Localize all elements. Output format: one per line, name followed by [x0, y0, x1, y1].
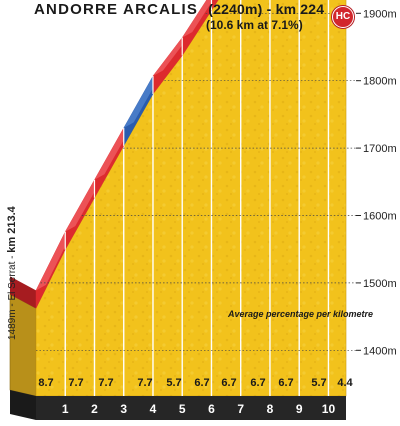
altitude-tick-label: 1400m	[363, 345, 397, 357]
km-tick-label: 1	[62, 402, 69, 416]
gradient-label: 6.7	[278, 377, 293, 389]
gradient-label: 6.7	[194, 377, 209, 389]
km-tick-label: 10	[322, 402, 336, 416]
altitude-tick-label: 1500m	[363, 278, 397, 290]
start-marker: 1489m - El Serrat - km 213.4	[6, 206, 18, 340]
band-side-edge	[10, 276, 36, 309]
average-percentage-note: Average percentage per kilometre	[228, 309, 374, 319]
gradient-label: 6.7	[221, 377, 236, 389]
altitude-axis: 1400m1500m1600m1700m1800m1900m2000m2100m…	[36, 8, 397, 357]
base-strip	[36, 396, 346, 420]
km-tick-label: 3	[120, 402, 127, 416]
start-km: km 213.4	[6, 206, 18, 253]
km-tick-label: 5	[179, 402, 186, 416]
gradient-label: 5.7	[311, 377, 326, 389]
gradient-label: 7.7	[68, 377, 83, 389]
start-place: El Serrat	[7, 261, 18, 301]
km-tick-label: 9	[296, 402, 303, 416]
gradient-label: 6.7	[250, 377, 265, 389]
start-altitude: 1489m	[7, 309, 18, 340]
gradient-label: 7.7	[98, 377, 113, 389]
base-side	[10, 390, 36, 420]
km-tick-label: 7	[237, 402, 244, 416]
gradient-label: 7.7	[137, 377, 152, 389]
altitude-tick-label: 1700m	[363, 143, 397, 155]
gradient-label: 5.7	[166, 377, 181, 389]
gradient-band	[35, 0, 219, 309]
gradient-band-top	[182, 0, 213, 38]
km-tick-labels: 1 2 3 4 5 6 7 8 9 10	[62, 402, 336, 416]
altitude-tick-label: 1900m	[363, 8, 397, 20]
summit-info: (2240m) - km 224	[208, 1, 325, 17]
gradient-label: 4.4	[337, 377, 353, 389]
altitude-tick-label: 1600m	[363, 211, 397, 223]
hc-category-badge: HC	[332, 6, 354, 28]
km-tick-label: 8	[267, 402, 274, 416]
climb-name: ANDORRE ARCALIS	[34, 1, 199, 18]
km-rails	[64, 0, 330, 396]
chart-title: ANDORRE ARCALIS (2240m) - km 224	[34, 1, 324, 18]
profile-base	[10, 390, 346, 420]
km-tick-label: 6	[208, 402, 215, 416]
km-tick-label: 4	[150, 402, 157, 416]
gradient-labels: 8.7 7.7 7.7 7.7 5.7 6.7 6.7 6.7 6.7 5.7 4.4	[38, 377, 353, 389]
altitude-tick-label: 1800m	[363, 76, 397, 88]
climb-stats: (10.6 km at 7.1%)	[206, 18, 303, 32]
gradient-label: 8.7	[38, 377, 53, 389]
km-tick-label: 2	[91, 402, 98, 416]
